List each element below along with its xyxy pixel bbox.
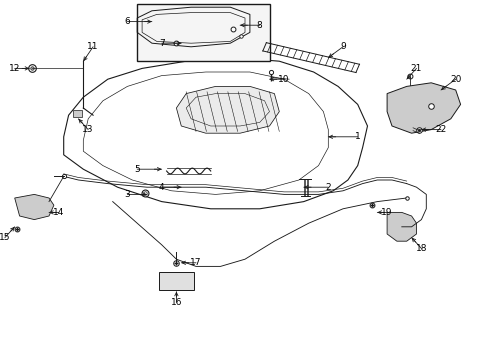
Bar bbox=[137, 4, 270, 61]
Text: 2: 2 bbox=[325, 183, 331, 192]
Text: 7: 7 bbox=[159, 39, 165, 48]
Text: 18: 18 bbox=[416, 244, 427, 253]
Polygon shape bbox=[159, 272, 194, 290]
Text: 9: 9 bbox=[340, 42, 346, 51]
Text: 1: 1 bbox=[355, 132, 361, 141]
Text: 15: 15 bbox=[0, 233, 11, 242]
Text: 11: 11 bbox=[87, 42, 99, 51]
Text: 14: 14 bbox=[53, 208, 65, 217]
Polygon shape bbox=[387, 212, 416, 241]
Text: 4: 4 bbox=[159, 183, 165, 192]
Polygon shape bbox=[387, 83, 461, 133]
Text: 17: 17 bbox=[190, 258, 202, 267]
Text: 10: 10 bbox=[278, 75, 290, 84]
Text: 8: 8 bbox=[257, 21, 263, 30]
Text: 13: 13 bbox=[82, 125, 94, 134]
Text: 20: 20 bbox=[450, 75, 462, 84]
Polygon shape bbox=[176, 86, 279, 133]
Text: 3: 3 bbox=[124, 190, 130, 199]
Polygon shape bbox=[15, 194, 54, 220]
Text: 12: 12 bbox=[9, 64, 21, 73]
Text: 16: 16 bbox=[171, 298, 182, 307]
Text: 6: 6 bbox=[124, 17, 130, 26]
Text: 22: 22 bbox=[436, 125, 446, 134]
Text: 5: 5 bbox=[134, 165, 140, 174]
Text: 19: 19 bbox=[381, 208, 393, 217]
Polygon shape bbox=[73, 110, 82, 117]
Text: 21: 21 bbox=[411, 64, 422, 73]
